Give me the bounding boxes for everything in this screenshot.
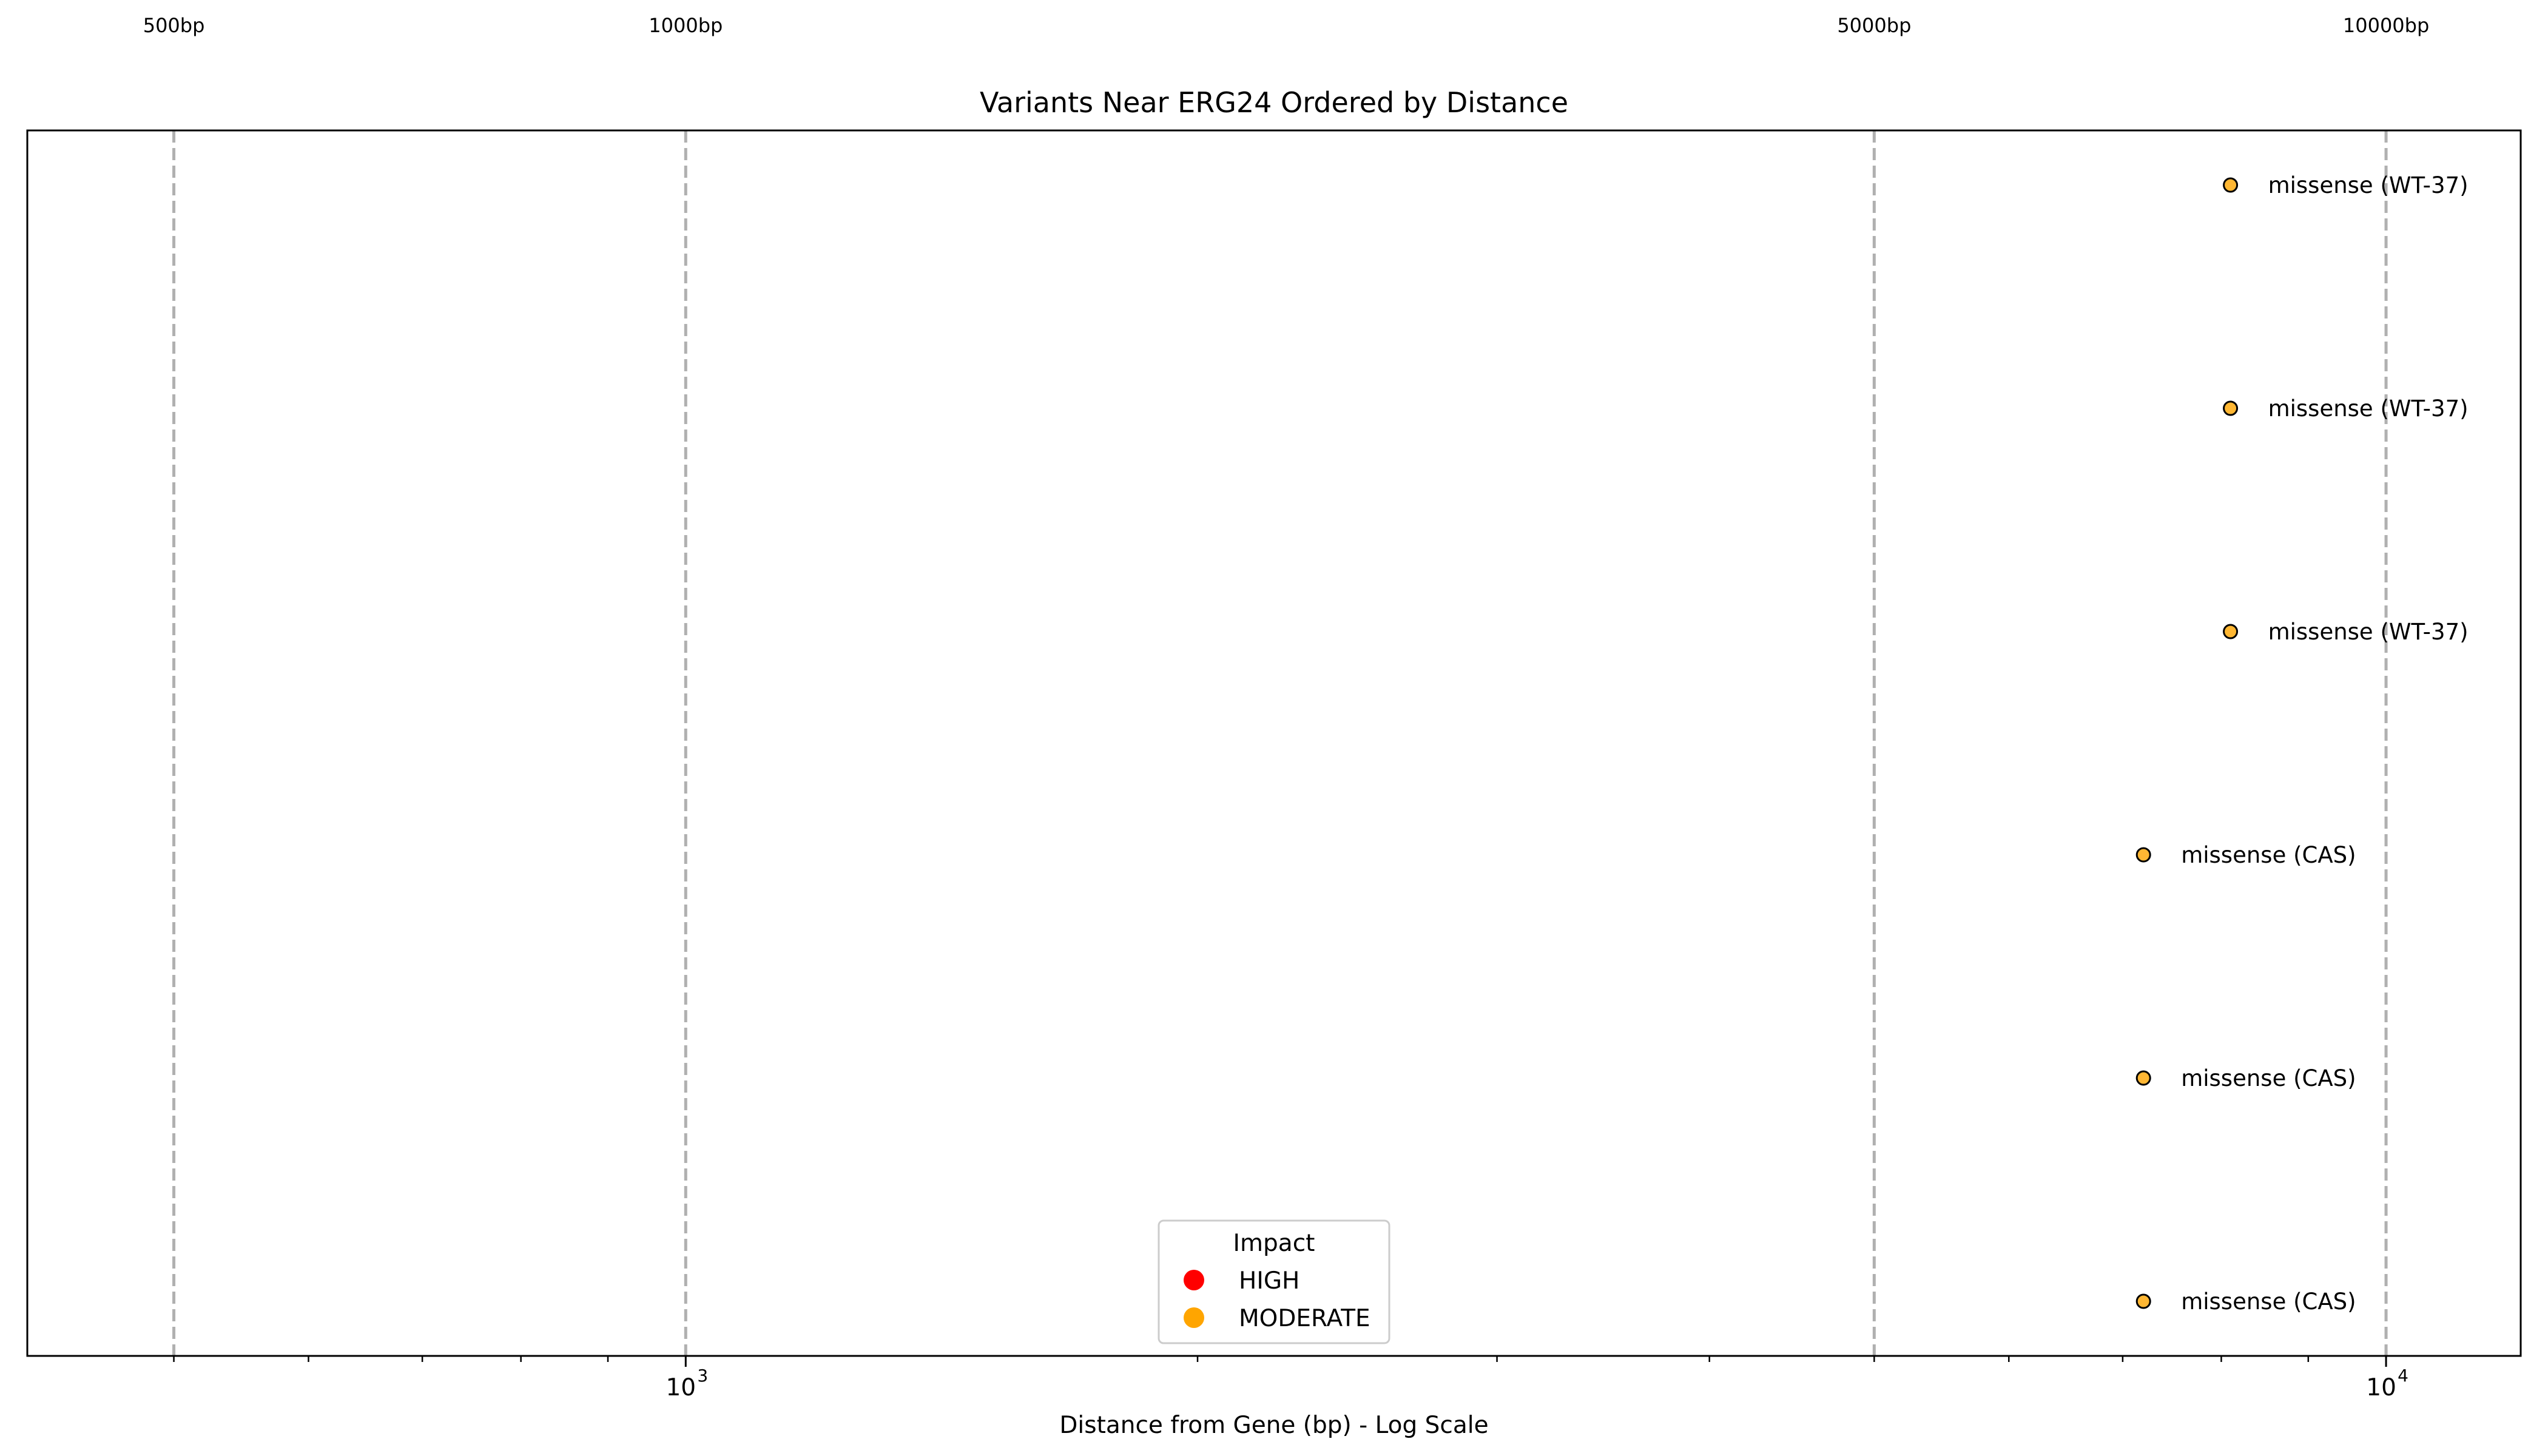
reference-label-5000: 5000bp bbox=[1837, 14, 1911, 37]
tick-label-exponent-1000: 3 bbox=[697, 1366, 708, 1386]
minor-ticks bbox=[173, 1356, 2387, 1362]
data-points bbox=[2135, 177, 2239, 1309]
x-axis-label: Distance from Gene (bp) - Log Scale bbox=[1059, 1412, 1488, 1439]
variant-label: missense (CAS) bbox=[2181, 842, 2356, 868]
point-labels: missense (WT-37) missense (WT-37) missense… bbox=[2181, 172, 2468, 1315]
reference-lines bbox=[172, 130, 2388, 1356]
reference-label-10000: 10000bp bbox=[2343, 14, 2429, 37]
variant-point bbox=[2135, 1293, 2151, 1309]
reference-label-500: 500bp bbox=[143, 14, 205, 37]
tick-label-base-10000: 10 bbox=[2366, 1374, 2396, 1401]
variant-point bbox=[2135, 847, 2151, 863]
reference-label-1000: 1000bp bbox=[649, 14, 723, 37]
variant-label: missense (WT-37) bbox=[2268, 396, 2469, 422]
variant-point bbox=[2223, 624, 2239, 639]
variant-point bbox=[2223, 400, 2239, 416]
legend: Impact HIGH MODERATE bbox=[1158, 1219, 1390, 1344]
variant-label: missense (CAS) bbox=[2181, 1065, 2356, 1091]
major-ticks: 10 3 10 4 bbox=[666, 1356, 2408, 1401]
legend-title: Impact bbox=[1233, 1230, 1315, 1257]
legend-marker-moderate bbox=[1184, 1307, 1204, 1328]
chart-title: Variants Near ERG24 Ordered by Distance bbox=[980, 86, 1568, 119]
reference-labels: 500bp 1000bp 5000bp 10000bp bbox=[143, 14, 2430, 37]
variant-label: missense (WT-37) bbox=[2268, 172, 2469, 198]
legend-label-high: HIGH bbox=[1239, 1267, 1299, 1295]
variant-label: missense (CAS) bbox=[2181, 1289, 2356, 1315]
variant-point bbox=[2223, 177, 2239, 193]
variant-label: missense (WT-37) bbox=[2268, 619, 2469, 645]
variant-point bbox=[2135, 1070, 2151, 1086]
tick-label-exponent-10000: 4 bbox=[2398, 1366, 2408, 1386]
legend-marker-high bbox=[1184, 1270, 1204, 1290]
plot-frame bbox=[26, 129, 2522, 1357]
legend-box bbox=[1158, 1219, 1390, 1344]
legend-label-moderate: MODERATE bbox=[1239, 1305, 1370, 1332]
tick-label-base-1000: 10 bbox=[666, 1374, 696, 1401]
